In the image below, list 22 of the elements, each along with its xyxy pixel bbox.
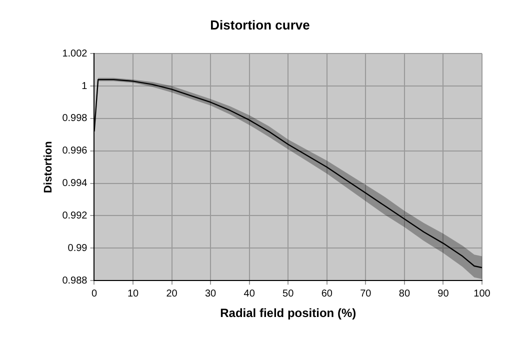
x-tick-label: 90: [438, 288, 450, 300]
y-tick-label: 0.99: [68, 242, 88, 254]
y-tick-label: 0.994: [62, 178, 88, 190]
y-tick-label: 0.998: [62, 113, 88, 124]
x-tick-label: 40: [244, 288, 256, 300]
x-tick-label: 80: [398, 288, 410, 300]
y-tick-label: 0.992: [62, 210, 88, 222]
x-tick-label: 10: [127, 288, 139, 300]
x-tick-label: 20: [166, 288, 178, 300]
x-tick-label: 60: [321, 288, 333, 300]
y-axis-title: Distortion: [42, 140, 55, 194]
x-tick-label: 30: [204, 288, 217, 300]
y-tick-label: 1: [82, 80, 88, 92]
y-tick-label: 1.002: [62, 48, 88, 60]
x-tick-label: 100: [474, 288, 491, 300]
x-tick-label: 0: [91, 288, 98, 300]
y-tick-label: 0.988: [62, 275, 88, 286]
x-tick-label: 70: [360, 288, 372, 300]
x-tick-label: 50: [282, 288, 294, 300]
y-tick-label: 0.996: [62, 146, 88, 157]
x-axis-title: Radial field position (%): [220, 306, 356, 320]
chart-title: Distortion curve: [210, 17, 310, 32]
